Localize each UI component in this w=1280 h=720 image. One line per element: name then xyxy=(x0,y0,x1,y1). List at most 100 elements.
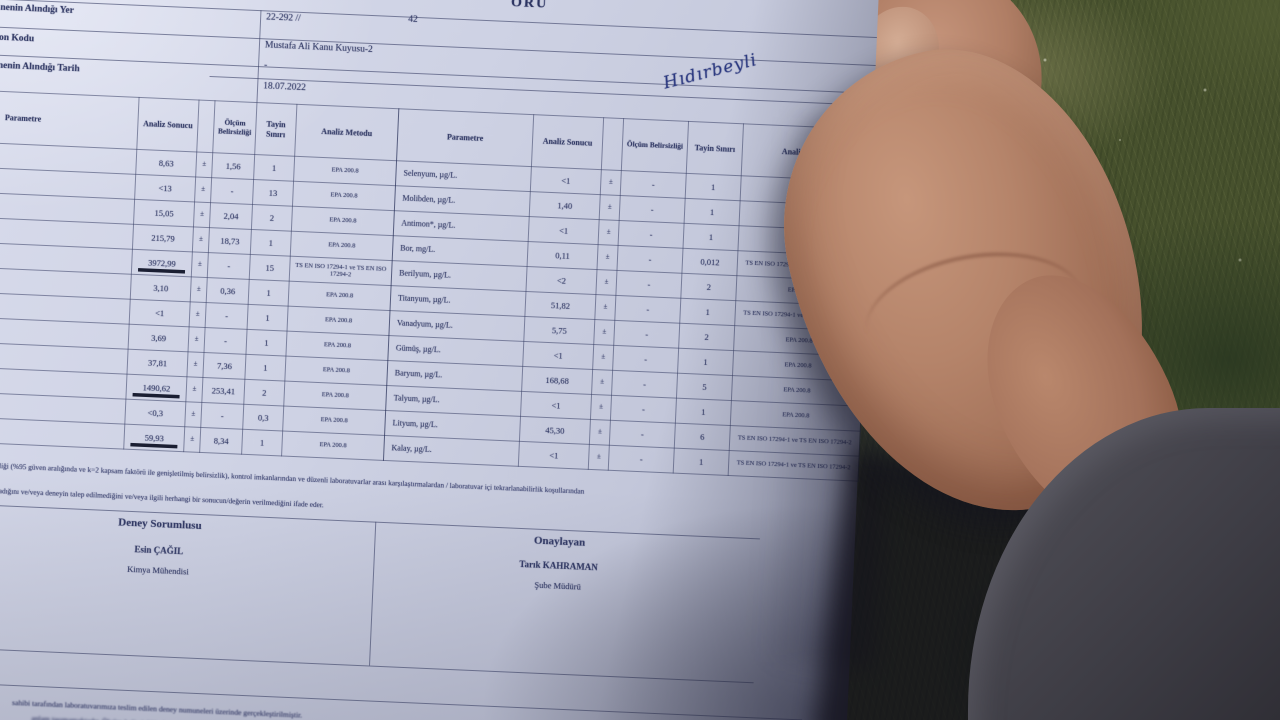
header-label-place: nenin Alındığı Yer xyxy=(0,2,75,16)
limit-cell: 1 xyxy=(673,448,730,476)
header-value-report-no: 22-292 // xyxy=(265,12,301,24)
plus-minus: ± xyxy=(590,394,612,421)
plus-minus: ± xyxy=(190,276,208,303)
signature-section-bottom-rule xyxy=(0,644,754,684)
result-cell: 168,68 xyxy=(521,366,593,395)
col-metot: Analiz Metodu xyxy=(294,104,399,161)
limit-cell: 2 xyxy=(243,379,285,407)
method-cell: EPA 200.8 xyxy=(281,430,385,461)
limit-cell: 6 xyxy=(674,423,731,451)
uncertainty-cell: 2,04 xyxy=(209,202,253,230)
limit-cell: 0,012 xyxy=(681,248,738,276)
plus-minus: ± xyxy=(184,401,202,428)
result-cell: <1 xyxy=(530,166,602,195)
uncertainty-cell: - xyxy=(210,177,254,205)
result-cell: <1 xyxy=(520,391,592,420)
col-sonuc: Analiz Sonucu xyxy=(531,114,604,170)
limit-cell: 15 xyxy=(249,254,291,282)
limit-cell: 2 xyxy=(680,273,737,301)
uncertainty-cell: 7,36 xyxy=(202,352,246,380)
limit-cell: 1 xyxy=(241,429,283,456)
plus-minus: ± xyxy=(186,351,205,378)
limit-cell: 1 xyxy=(683,223,740,251)
result-cell: 215,79 xyxy=(132,224,194,252)
plus-minus: ± xyxy=(191,251,209,278)
plus-minus: ± xyxy=(589,419,611,446)
limit-cell: 1 xyxy=(684,198,741,226)
result-cell: 5,75 xyxy=(523,316,595,345)
header-divider xyxy=(256,10,262,103)
col-parametre: Parametre xyxy=(0,87,140,150)
limit-cell: 1 xyxy=(245,329,288,357)
uncertainty-cell: - xyxy=(611,370,678,399)
header-value-date: 18.07.2022 xyxy=(262,81,307,94)
result-cell: <2 xyxy=(525,266,597,295)
result-cell-pen-underlined: 3972,99 xyxy=(131,249,193,277)
uncertainty-cell: - xyxy=(200,402,244,430)
result-cell-pen-underlined: 1490,62 xyxy=(125,374,187,402)
report-title-fragment: ORU xyxy=(510,0,549,12)
result-cell: <13 xyxy=(134,174,196,202)
limit-cell: 1 xyxy=(675,398,732,426)
plus-minus: ± xyxy=(592,344,614,371)
header-label-code: on Kodu xyxy=(0,32,35,45)
limit-cell: 5 xyxy=(676,373,733,401)
plus-minus: ± xyxy=(185,376,203,403)
plus-minus: ± xyxy=(596,244,619,271)
uncertainty-cell: - xyxy=(204,327,248,355)
limit-cell: 1 xyxy=(677,348,734,376)
signature-right-role: Onaylayan xyxy=(533,534,586,549)
plus-minus: ± xyxy=(188,326,206,353)
col-sonuc: Analiz Sonucu xyxy=(136,97,200,152)
plus-minus: ± xyxy=(593,319,615,346)
limit-cell: 1 xyxy=(248,279,290,307)
plus-minus: ± xyxy=(192,226,210,253)
result-cell: 0,11 xyxy=(527,241,599,270)
result-cell: 3,10 xyxy=(130,274,192,302)
uncertainty-cell: - xyxy=(615,270,682,299)
uncertainty-cell: - xyxy=(616,245,684,274)
uncertainty-cell: - xyxy=(609,420,676,449)
plus-minus: ± xyxy=(189,301,207,328)
result-cell: <1 xyxy=(522,341,594,370)
header-label-date: nenin Alındığı Tarih xyxy=(0,60,80,75)
result-cell-pen-underlined: 59,93 xyxy=(123,424,185,452)
limit-cell: 1 xyxy=(685,173,742,201)
limit-cell: 1 xyxy=(250,229,292,257)
col-belirsizlik: Ölçüm Belirsizliği xyxy=(212,100,257,155)
result-cell: <1 xyxy=(518,441,590,470)
result-cell: 45,30 xyxy=(519,416,591,445)
uncertainty-cell: 0,36 xyxy=(206,277,250,305)
limit-cell: 2 xyxy=(678,323,735,351)
limit-cell: 2 xyxy=(251,204,293,232)
signature-right-title: Şube Müdürü xyxy=(534,579,582,592)
plus-minus: ± xyxy=(600,169,622,196)
paper-document: ORU nenin Alındığı Yer on Kodu nenin Alı… xyxy=(0,0,879,720)
uncertainty-cell: - xyxy=(205,302,249,330)
uncertainty-cell: 253,41 xyxy=(201,377,245,405)
limit-cell: 13 xyxy=(252,179,294,207)
header-rule xyxy=(209,75,874,106)
result-cell: <1 xyxy=(528,216,600,245)
uncertainty-cell: - xyxy=(207,252,251,280)
plus-minus: ± xyxy=(591,369,613,396)
uncertainty-cell: - xyxy=(613,320,680,349)
result-cell: <0,3 xyxy=(124,399,186,427)
bottom-rule xyxy=(0,679,803,720)
uncertainty-cell: - xyxy=(608,445,675,474)
result-cell: 1,40 xyxy=(529,191,601,220)
uncertainty-cell: - xyxy=(612,345,679,374)
col-belirsizlik: Ölçüm Belirsizliği xyxy=(621,118,689,174)
col-tayin: Tayin Sınırı xyxy=(686,121,744,176)
result-cell: 8,63 xyxy=(135,149,197,177)
uncertainty-cell: - xyxy=(618,220,685,249)
uncertainty-cell: - xyxy=(610,395,677,424)
uncertainty-cell: 1,56 xyxy=(211,152,255,180)
plus-minus: ± xyxy=(195,151,213,178)
uncertainty-cell: - xyxy=(619,195,686,224)
limit-cell: 1 xyxy=(244,354,286,382)
limit-cell: 1 xyxy=(247,304,289,332)
col-parametre: Parametre xyxy=(396,108,534,167)
limit-cell: 0,3 xyxy=(242,404,284,431)
